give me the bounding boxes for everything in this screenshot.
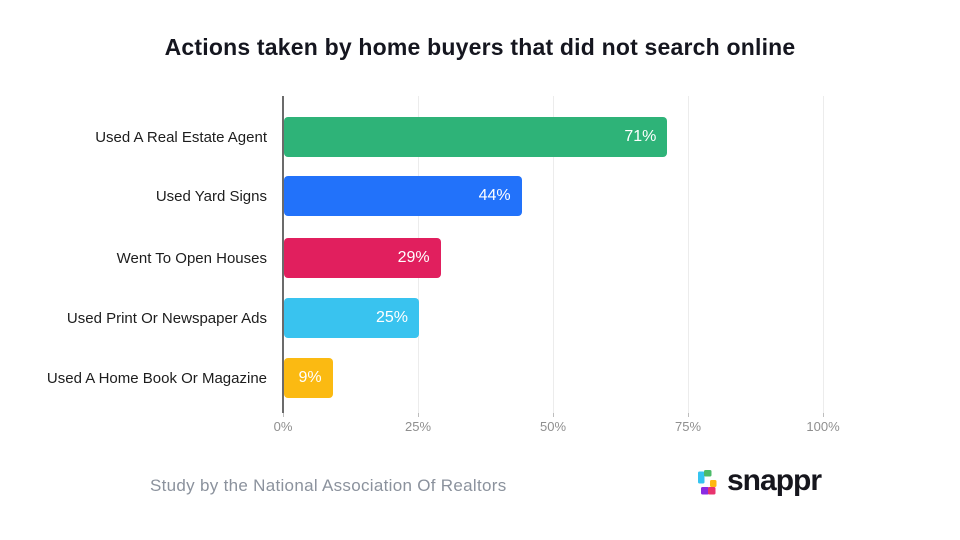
gridline-50% [553,96,554,413]
category-label: Used A Home Book Or Magazine [46,369,267,387]
bar-value-label: 71% [624,128,657,145]
gridline-100% [823,96,824,413]
y-axis-line [282,96,284,413]
bar-2: 44% [284,176,522,216]
bar-value-label: 29% [397,249,430,266]
bar-3: 29% [284,238,441,278]
tick-mark-50% [553,413,554,417]
bar-value-label: 25% [375,309,408,326]
category-label: Used Print Or Newspaper Ads [66,309,267,327]
category-label: Used A Real Estate Agent [95,128,267,146]
x-tick-label: 0% [273,419,293,434]
tick-mark-0% [283,413,284,417]
x-tick-label: 50% [539,419,567,434]
x-tick-label: 100% [806,419,840,434]
bar-value-label: 44% [478,187,511,204]
tick-mark-75% [688,413,689,417]
bar-4: 25% [284,298,419,338]
chart-title: Actions taken by home buyers that did no… [164,34,796,60]
brand-name: snappr [727,464,822,497]
x-tick-label: 25% [404,419,432,434]
plot-area: 71% 44% 29% 25% 9% [282,96,824,417]
bar-value-label: 9% [298,369,322,386]
category-label: Went To Open Houses [116,249,267,267]
category-label: Used Yard Signs [155,187,267,205]
x-tick-label: 75% [674,419,702,434]
bar-1: 71% [284,117,668,157]
tick-mark-25% [418,413,419,417]
snappr-logo: snappr [697,464,822,501]
bar-5: 9% [284,358,333,398]
gridline-75% [688,96,689,413]
snappr-logo-icon [697,469,718,497]
tick-mark-100% [823,413,824,417]
source-text: Study by the National Association Of Rea… [150,476,507,495]
